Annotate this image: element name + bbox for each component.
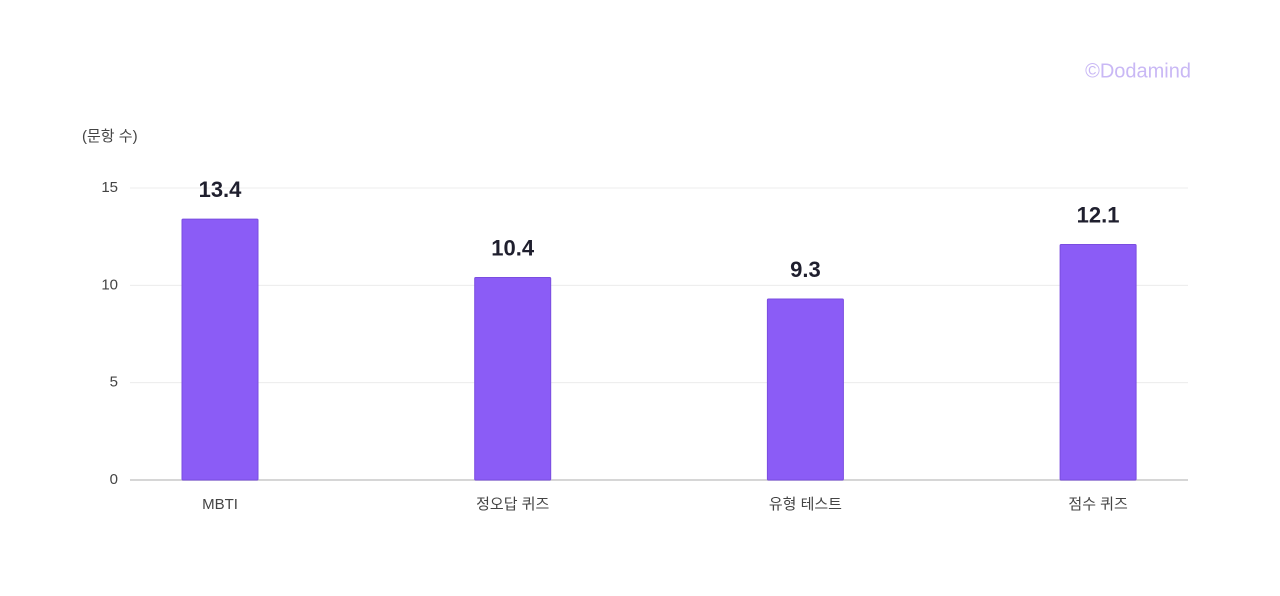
- bar: [474, 277, 552, 481]
- bar: [766, 298, 844, 481]
- x-tick-label: 점수 퀴즈: [1068, 496, 1128, 513]
- value-label: 10.4: [491, 235, 535, 260]
- watermark: ©Dodamind: [1085, 60, 1191, 82]
- value-label: 12.1: [1077, 202, 1120, 227]
- bar: [1059, 243, 1137, 481]
- x-tick-label: 유형 테스트: [769, 496, 842, 513]
- y-tick-label: 0: [110, 471, 118, 488]
- y-tick-label: 10: [101, 276, 118, 293]
- value-label: 9.3: [790, 257, 821, 282]
- x-tick-label: 정오답 퀴즈: [476, 496, 549, 513]
- bar: [181, 218, 259, 481]
- y-tick-label: 5: [110, 374, 118, 391]
- value-label: 13.4: [199, 177, 243, 202]
- y-tick-label: 15: [101, 179, 118, 196]
- y-axis-label: (문항 수): [82, 128, 138, 145]
- x-tick-label: MBTI: [202, 496, 238, 513]
